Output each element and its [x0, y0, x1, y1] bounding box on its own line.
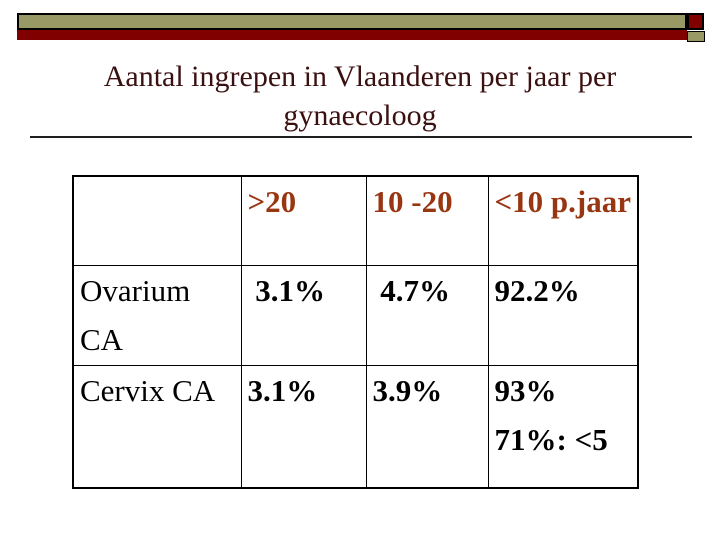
- table-cell-ovarium-10-20: 4.7%: [365, 264, 489, 366]
- slide-title: Aantal ingrepen in Vlaanderen per jaar p…: [0, 57, 720, 135]
- statistics-table: >20 10 -20 <10 p.jaar Ovarium CA 3.1% 4.…: [72, 175, 639, 490]
- table-header-cell-gt20: >20: [240, 175, 367, 266]
- table-cell-ovarium-gt20: 3.1%: [240, 264, 367, 366]
- title-divider-line: [30, 136, 692, 138]
- header-tan-square: [687, 31, 705, 42]
- header-maroon-square: [687, 13, 704, 30]
- table-row-cervix: Cervix CA 3.1% 3.9% 93% 71%: <5: [72, 364, 639, 489]
- table-header-cell-empty: [72, 175, 242, 266]
- table-row-ovarium: Ovarium CA 3.1% 4.7% 92.2%: [72, 264, 639, 366]
- table-row-label-cervix: Cervix CA: [72, 364, 242, 489]
- table-cell-ovarium-lt10: 92.2%: [487, 264, 639, 366]
- table-row-label-ovarium: Ovarium CA: [72, 264, 242, 366]
- header-maroon-bar: [17, 30, 687, 40]
- header-tan-bar: [17, 13, 687, 30]
- table-header-row: >20 10 -20 <10 p.jaar: [72, 175, 639, 266]
- table-header-cell-lt10: <10 p.jaar: [487, 175, 639, 266]
- slide-title-line-2: gynaecoloog: [283, 99, 437, 132]
- table-cell-cervix-gt20: 3.1%: [240, 364, 367, 489]
- slide-title-line-1: Aantal ingrepen in Vlaanderen per jaar p…: [103, 60, 617, 93]
- table-header-cell-10-20: 10 -20: [365, 175, 489, 266]
- table-cell-cervix-10-20: 3.9%: [365, 364, 489, 489]
- table-cell-cervix-lt10: 93% 71%: <5: [487, 364, 639, 489]
